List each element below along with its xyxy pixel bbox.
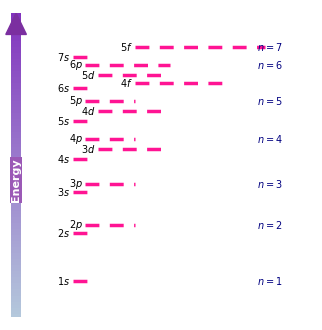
Text: $n=2$: $n=2$	[257, 219, 282, 231]
Text: $5{\it d}$: $5{\it d}$	[81, 69, 95, 81]
Text: $2{\it s}$: $2{\it s}$	[57, 227, 70, 239]
Text: $5{\it p}$: $5{\it p}$	[69, 94, 83, 108]
Text: $3{\it s}$: $3{\it s}$	[57, 186, 70, 198]
Text: $3{\it p}$: $3{\it p}$	[69, 178, 83, 191]
Text: $5{\it s}$: $5{\it s}$	[57, 115, 70, 127]
Text: $n=5$: $n=5$	[257, 95, 282, 107]
Text: $4{\it d}$: $4{\it d}$	[81, 105, 95, 117]
Text: $2{\it p}$: $2{\it p}$	[69, 218, 83, 232]
Polygon shape	[6, 13, 26, 34]
Text: $7{\it s}$: $7{\it s}$	[57, 51, 70, 63]
Text: $3{\it d}$: $3{\it d}$	[81, 143, 95, 155]
Text: $4{\it p}$: $4{\it p}$	[69, 132, 83, 146]
Text: $6{\it p}$: $6{\it p}$	[69, 58, 83, 72]
Text: $4{\it f}$: $4{\it f}$	[120, 77, 133, 89]
Text: $1{\it s}$: $1{\it s}$	[57, 275, 70, 287]
Text: $n=4$: $n=4$	[257, 133, 282, 145]
Text: $4{\it s}$: $4{\it s}$	[57, 153, 70, 165]
Text: $n=6$: $n=6$	[257, 59, 282, 71]
Text: Energy: Energy	[11, 158, 21, 202]
Text: $n=3$: $n=3$	[257, 179, 282, 190]
Text: $5{\it f}$: $5{\it f}$	[120, 41, 133, 53]
Text: $6{\it s}$: $6{\it s}$	[57, 82, 70, 94]
Text: $n=7$: $n=7$	[257, 41, 282, 53]
Text: $n=1$: $n=1$	[257, 275, 282, 287]
